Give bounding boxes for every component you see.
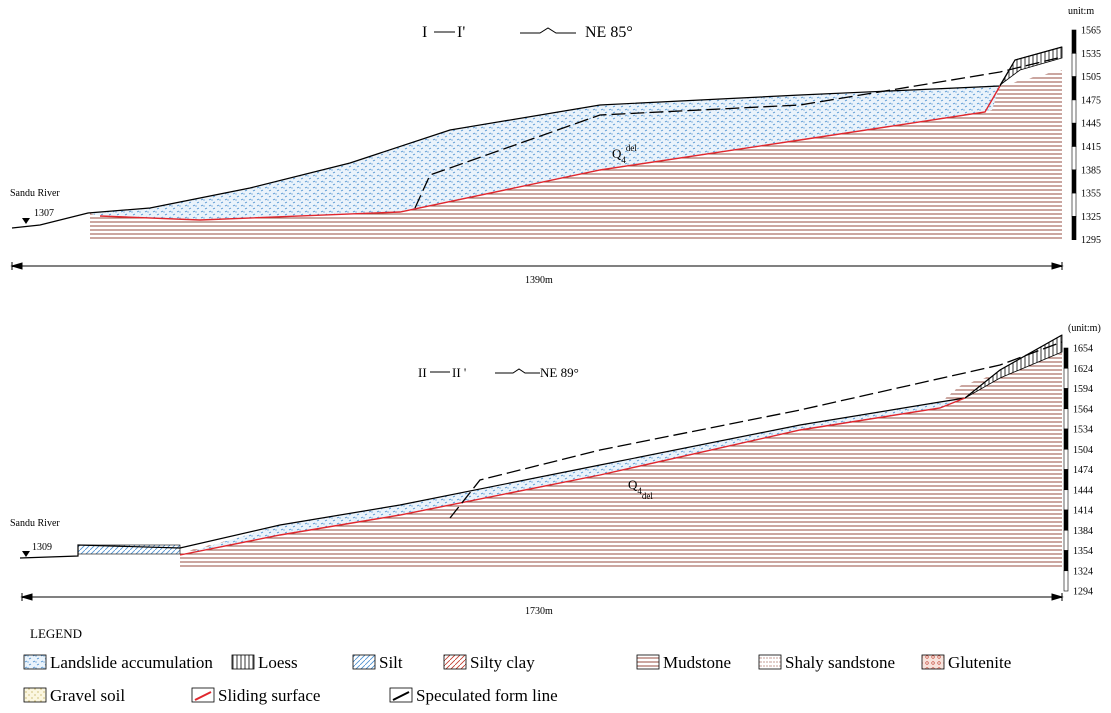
direction: NE 85° [585,24,633,41]
scale-segment [1072,216,1076,239]
direction: NE 89° [540,365,579,380]
scale-segment [1064,490,1068,510]
scale-label: 1474 [1073,465,1093,476]
scale-label: 1504 [1073,445,1093,456]
legend-label: Landslide accumulation [50,653,213,672]
legend: LEGEND Landslide accumulation Loess Silt Si… [24,626,1011,705]
scale-segment [1072,147,1076,170]
scale-label: 1355 [1081,189,1101,200]
scale-segment [1064,409,1068,429]
section-start: II [418,365,427,380]
legend-label: Shaly sandstone [785,653,895,672]
scale-segment [1072,30,1076,53]
river-level: 1309 [32,542,52,553]
scale-label: 1505 [1081,72,1101,83]
unit: (unit:m) [1068,323,1101,334]
scale-label: 1325 [1081,212,1101,223]
water-mark [22,218,30,224]
scale-segment [1072,53,1076,76]
scale-label: 1565 [1081,26,1101,37]
scale-segment [1072,100,1076,123]
scale-segment [1064,449,1068,469]
legend-label: Speculated form line [416,686,558,705]
scale-label: 1534 [1073,425,1093,436]
legend-swatch [232,655,254,669]
length: 1730m [525,606,553,617]
length-bar [12,262,1062,270]
scale-label: 1354 [1073,546,1093,557]
formation-sup: del [626,143,637,153]
legend-label: Mudstone [663,653,731,672]
scale-label: 1475 [1081,95,1101,106]
legend-swatch [637,655,659,669]
length: 1390m [525,275,553,286]
scale-segment [1072,123,1076,146]
direction-symbol [520,28,576,33]
formation-sub: 4 [621,155,626,165]
formation-sup: del [642,491,653,501]
mask [0,570,1060,590]
section-end: II ' [452,365,466,380]
legend-label: Gravel soil [50,686,125,705]
mask [0,242,1060,262]
river-level: 1307 [34,208,54,219]
water-mark [22,551,30,557]
scale-label: 1414 [1073,506,1093,517]
scale-label: 1415 [1081,142,1101,153]
scale-label: 1324 [1073,566,1093,577]
scale-label: 1444 [1073,485,1093,496]
legend-label: Glutenite [948,653,1011,672]
river: Sandu River [10,518,60,529]
scale-segment [1064,389,1068,409]
unit: unit:m [1068,6,1094,17]
scale-segment [1072,77,1076,100]
section-start: I [422,24,427,41]
scale-segment [1072,193,1076,216]
scale-label: 1294 [1073,587,1093,598]
scale-segment [1064,510,1068,530]
legend-swatch [759,655,781,669]
legend-label: Loess [258,653,298,672]
legend-title: LEGEND [30,626,82,641]
legend-swatch [353,655,375,669]
scale-label: 1295 [1081,235,1101,246]
direction-symbol [495,369,540,373]
legend-swatch [922,655,944,669]
river: Sandu River [10,188,60,199]
scale-label: 1624 [1073,364,1093,375]
section-end: I' [457,24,465,41]
scale-label: 1564 [1073,404,1093,415]
legend-swatch [24,688,46,702]
scale-segment [1064,368,1068,388]
length-bar [22,593,1062,601]
scale-label: 1385 [1081,165,1101,176]
section-2: II II ' NE 89° (unit:m) Sandu River 1309… [0,323,1101,617]
scale-label: 1535 [1081,49,1101,60]
scale-label: 1384 [1073,526,1093,537]
scale-segment [1064,530,1068,550]
scale-label: 1654 [1073,344,1093,355]
cross-sections: I I' NE 85° unit:m Sandu River 1307 Q4de… [0,0,1111,713]
scale-segment [1064,571,1068,591]
scale-segment [1064,429,1068,449]
scale-segment [1064,348,1068,368]
scale-label: 1594 [1073,384,1093,395]
legend-swatch [24,655,46,669]
legend-label: Silt [379,653,403,672]
legend-label: Silty clay [470,653,535,672]
section-1: I I' NE 85° unit:m Sandu River 1307 Q4de… [0,6,1094,286]
legend-swatch [444,655,466,669]
scale-segment [1072,170,1076,193]
scale-segment [1064,551,1068,571]
legend-label: Sliding surface [218,686,320,705]
scale-segment [1064,470,1068,490]
scale-label: 1445 [1081,119,1101,130]
